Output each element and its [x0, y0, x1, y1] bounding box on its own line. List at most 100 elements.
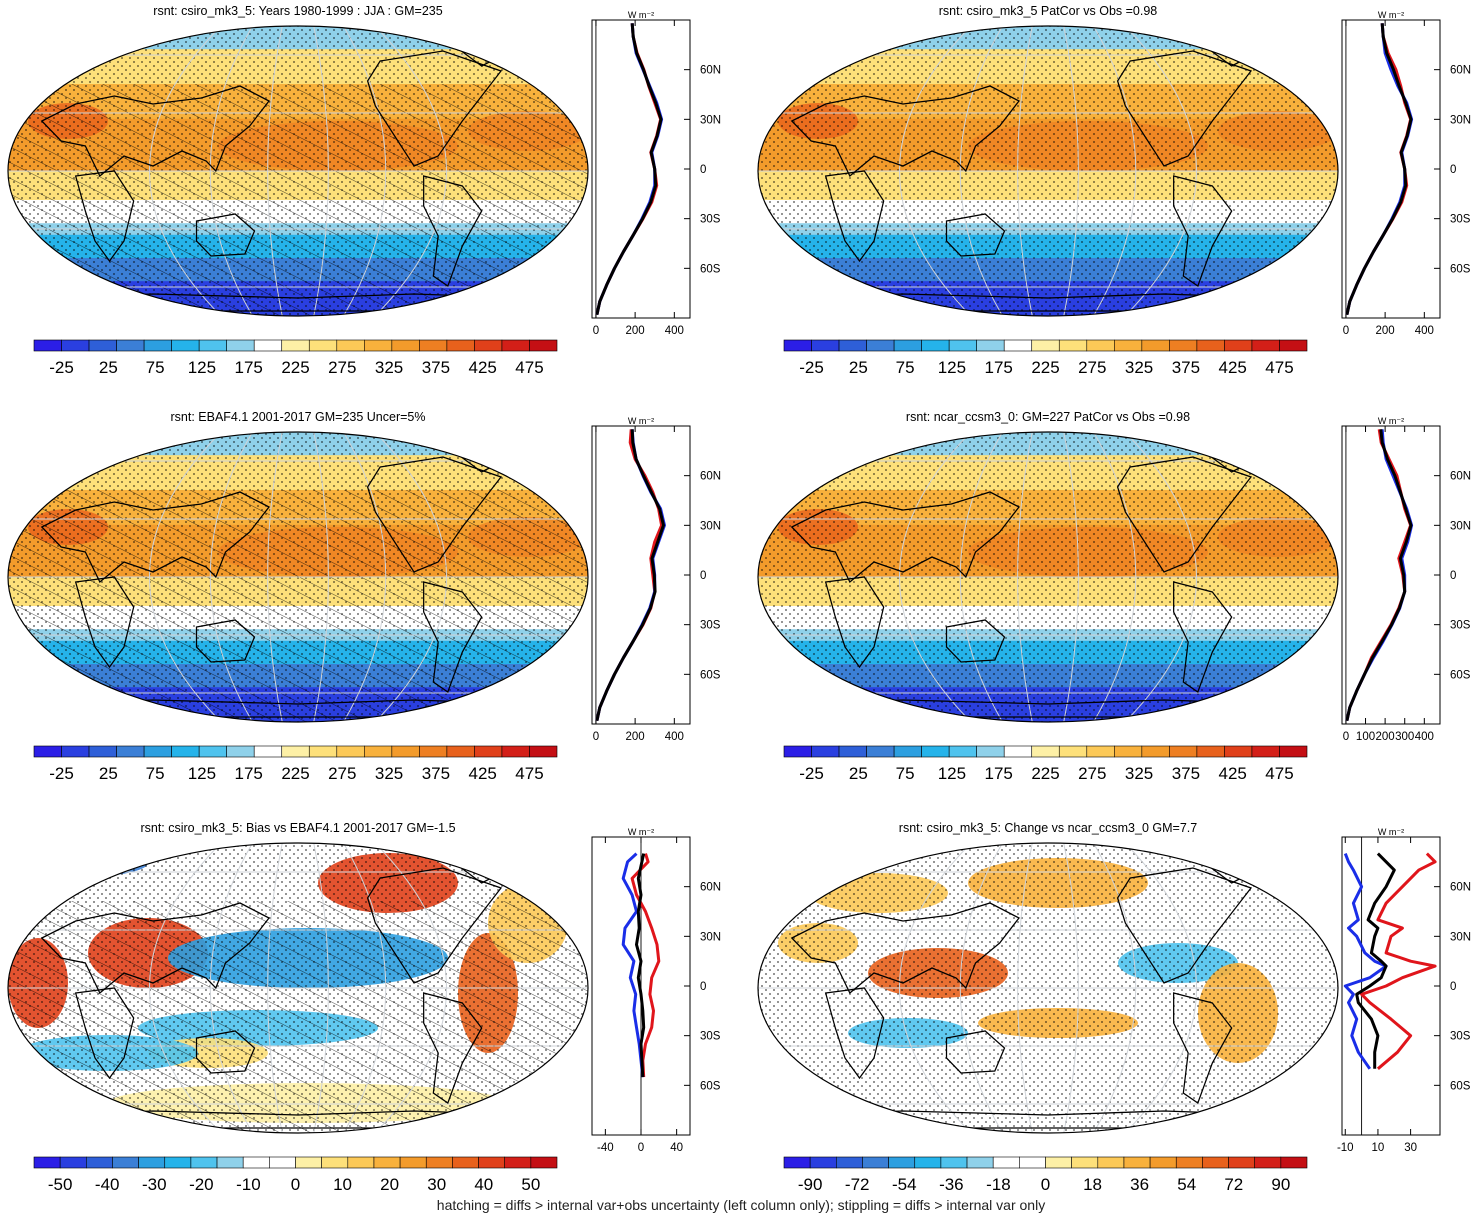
panel-1: rsnt: csiro_mk3_5: Years 1980-1999 : JJA… [7, 4, 721, 377]
panel6-colorbar-swatch [966, 1156, 994, 1169]
coastline [195, 619, 256, 663]
panel2-colorbar-swatch [976, 339, 1005, 352]
panel4-colorbar-swatch [1169, 745, 1198, 758]
panel3-colorbar-label: -25 [49, 764, 74, 783]
coastline [366, 50, 503, 167]
panel1-colorbar-swatch [143, 339, 172, 352]
panel4-profile-unit: W m⁻² [1378, 416, 1404, 426]
panel2-colorbar-swatch [921, 339, 950, 352]
panel1-profile-series-2 [595, 23, 663, 316]
coastline [945, 213, 1006, 257]
panel2-colorbar-swatch [1251, 339, 1280, 352]
map-border [757, 431, 1339, 723]
panel6-colorbar-label: -72 [845, 1175, 870, 1194]
panel2-colorbar-swatch [893, 339, 922, 352]
panel3-colorbar-swatch [529, 745, 558, 758]
panel5-profile-ytick: 30N [700, 931, 721, 943]
coastline [790, 491, 1020, 584]
panel2-colorbar-label: 225 [1031, 358, 1059, 377]
panel3-profile-xtick: 200 [626, 731, 645, 743]
map-1 [758, 26, 1338, 316]
panel2-colorbar-label: 75 [896, 358, 915, 377]
panel4-colorbar-swatch [1031, 745, 1060, 758]
coastline [195, 1030, 256, 1074]
panel5-profile-ytick: 0 [700, 981, 706, 993]
panel5-profile-xtick: 0 [638, 1142, 644, 1154]
panel4-colorbar-label: 25 [849, 764, 868, 783]
panel5-colorbar-swatch [530, 1156, 558, 1169]
panel5-profile-unit: W m⁻² [628, 827, 654, 837]
panel1-colorbar-swatch [253, 339, 283, 352]
map-5 [758, 843, 1338, 1133]
panel6-colorbar-swatch [940, 1156, 968, 1169]
panel6-colorbar-label: -36 [939, 1175, 964, 1194]
panel5-colorbar-swatch [138, 1156, 166, 1169]
panel6-colorbar-swatch [914, 1156, 942, 1169]
coastline [1116, 867, 1253, 984]
coastline [40, 902, 270, 995]
panel1-profile-ytick: 30N [700, 114, 721, 126]
panel4-colorbar-swatch [866, 745, 895, 758]
panel2-colorbar-label: 425 [1218, 358, 1246, 377]
map-2 [8, 432, 588, 722]
panel5-colorbar-label: -10 [236, 1175, 261, 1194]
panel5-colorbar-swatch [59, 1156, 87, 1169]
panel3-colorbar-swatch [474, 745, 503, 758]
panel6-colorbar-swatch [888, 1156, 916, 1169]
panel3-colorbar-swatch [336, 745, 365, 758]
panel2-colorbar-label: 275 [1078, 358, 1106, 377]
panel4-colorbar-swatch [838, 745, 867, 758]
map-border [7, 842, 589, 1134]
panel5-colorbar-swatch [112, 1156, 139, 1169]
panel4-colorbar-swatch [783, 745, 812, 758]
panel-6: rsnt: csiro_mk3_5: Change vs ncar_ccsm3_… [757, 821, 1471, 1194]
map-0 [8, 26, 588, 316]
panel3-colorbar-label: 475 [515, 764, 543, 783]
panel3-profile-frame [591, 425, 691, 725]
panel6-profile-xtick: -10 [1337, 1142, 1354, 1154]
panel-2: rsnt: csiro_mk3_5 PatCor vs Obs =0.98 -25… [757, 4, 1471, 377]
panel2-colorbar-label: 25 [849, 358, 868, 377]
panel3-profile-ytick: 60N [700, 471, 721, 483]
panel-4: rsnt: ncar_ccsm3_0: GM=227 PatCor vs Obs… [757, 410, 1471, 783]
panel4-colorbar-swatch [1224, 745, 1253, 758]
panel1-colorbar-swatch [198, 339, 227, 352]
panel4-profile-ytick: 30N [1450, 520, 1471, 532]
panel4-profile-frame [1341, 425, 1441, 725]
panel1-profile-frame [591, 19, 691, 319]
panel5-colorbar-swatch [164, 1156, 192, 1169]
panel5-colorbar-swatch [295, 1156, 322, 1169]
panel6-colorbar-swatch [1123, 1156, 1151, 1169]
coastline [366, 867, 503, 984]
panel1-profile-ytick: 0 [700, 164, 706, 176]
panel4-colorbar-swatch [1251, 745, 1280, 758]
panel3-colorbar-label: 75 [146, 764, 165, 783]
panel2-colorbar-swatch [838, 339, 867, 352]
panel6-colorbar-swatch [835, 1156, 863, 1169]
panel2-colorbar-swatch [1224, 339, 1253, 352]
panel-title: rsnt: csiro_mk3_5: Change vs ncar_ccsm3_… [899, 821, 1197, 835]
panel5-colorbar-swatch [504, 1156, 532, 1169]
panel2-profile-ytick: 0 [1450, 164, 1456, 176]
panel3-colorbar-swatch [61, 745, 90, 758]
panel4-colorbar-swatch [921, 745, 950, 758]
coastline [423, 581, 483, 693]
panel6-colorbar-swatch [1149, 1156, 1177, 1169]
panel6-colorbar-label: -54 [892, 1175, 917, 1194]
panel1-colorbar-swatch [364, 339, 393, 352]
panel3-colorbar-label: 175 [235, 764, 263, 783]
coastline [195, 213, 256, 257]
panel1-colorbar-label: 275 [328, 358, 356, 377]
panel6-colorbar-label: 54 [1177, 1175, 1196, 1194]
panel5-colorbar-label: 40 [474, 1175, 493, 1194]
coastline [1116, 456, 1253, 573]
panel2-profile-xtick: 400 [1415, 325, 1434, 337]
panel-title: rsnt: csiro_mk3_5: Bias vs EBAF4.1 2001-… [140, 821, 455, 835]
panel-title: rsnt: csiro_mk3_5 PatCor vs Obs =0.98 [939, 4, 1158, 18]
panel3-colorbar-label: 125 [188, 764, 216, 783]
panel6-profile-xtick: 30 [1404, 1142, 1417, 1154]
panel3-colorbar-swatch [446, 745, 475, 758]
panel4-colorbar-label: 225 [1031, 764, 1059, 783]
panel5-colorbar-swatch [399, 1156, 427, 1169]
panel-5: rsnt: csiro_mk3_5: Bias vs EBAF4.1 2001-… [7, 821, 721, 1194]
